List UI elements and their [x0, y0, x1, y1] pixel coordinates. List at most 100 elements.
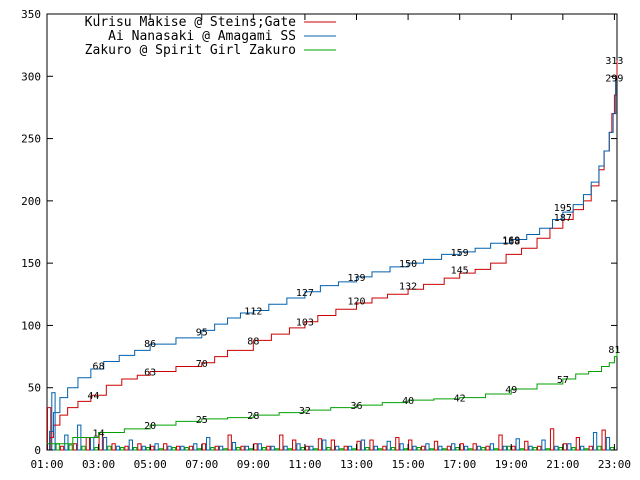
- data-label: 127: [296, 288, 314, 299]
- bar: [438, 445, 443, 451]
- bar: [304, 445, 310, 451]
- bar: [132, 447, 138, 451]
- x-tick-label: 21:00: [546, 458, 579, 471]
- bar: [541, 439, 546, 451]
- bar: [352, 448, 357, 451]
- series-line: [47, 77, 617, 451]
- bar: [489, 443, 495, 451]
- bar: [81, 445, 86, 451]
- bar: [188, 445, 194, 451]
- bar: [171, 447, 176, 451]
- data-label: 44: [87, 391, 99, 402]
- bar: [274, 448, 280, 451]
- data-label: 42: [454, 394, 466, 405]
- bar: [549, 428, 555, 451]
- y-tick-label: 50: [28, 382, 41, 395]
- x-tick-label: 11:00: [288, 458, 321, 471]
- bar: [455, 447, 460, 451]
- bar: [356, 440, 361, 451]
- bar: [463, 445, 469, 451]
- bar: [309, 445, 314, 451]
- bar: [511, 445, 516, 451]
- bar: [128, 439, 133, 451]
- bar: [584, 448, 589, 451]
- bar: [360, 439, 366, 451]
- bar: [163, 443, 168, 451]
- bar: [592, 432, 598, 451]
- bar: [283, 445, 288, 451]
- bar: [506, 445, 512, 451]
- bar: [365, 447, 370, 451]
- bar: [567, 443, 572, 451]
- data-label: 169: [502, 235, 520, 246]
- bar: [588, 445, 593, 451]
- bar: [339, 448, 344, 451]
- bar: [481, 447, 486, 451]
- bar: [408, 439, 413, 451]
- bar: [51, 392, 56, 451]
- data-label: 299: [605, 74, 623, 85]
- data-label: 70: [196, 359, 208, 370]
- data-label: 81: [608, 345, 620, 356]
- bar: [85, 437, 90, 451]
- y-tick-label: 300: [21, 70, 41, 83]
- data-label: 150: [399, 259, 417, 270]
- data-label: 195: [554, 203, 572, 214]
- y-axis: 0 50 100 150 200 250 300 350: [21, 8, 617, 457]
- bar: [253, 443, 258, 451]
- bar: [558, 447, 563, 451]
- y-tick-label: 150: [21, 257, 41, 270]
- bar: [214, 445, 219, 451]
- bar: [227, 434, 232, 451]
- bar: [193, 443, 198, 451]
- bar: [223, 448, 228, 451]
- histogram-bars: [47, 392, 615, 451]
- series-line: [47, 349, 618, 445]
- data-label: 159: [451, 248, 469, 259]
- bar: [369, 439, 374, 451]
- x-tick-label: 01:00: [30, 458, 63, 471]
- data-label: 49: [505, 385, 517, 396]
- bar: [266, 445, 271, 451]
- bar: [141, 445, 146, 451]
- bar: [545, 448, 550, 451]
- data-label: 25: [196, 415, 208, 426]
- data-label: 168: [502, 237, 520, 248]
- bar: [124, 445, 129, 451]
- x-tick-label: 13:00: [340, 458, 373, 471]
- bar: [244, 445, 250, 451]
- bar: [528, 445, 533, 451]
- bar: [236, 447, 241, 451]
- data-label: 28: [247, 411, 259, 422]
- x-tick-label: 09:00: [237, 458, 270, 471]
- data-label: 88: [247, 336, 259, 347]
- bar: [317, 438, 323, 451]
- bar: [279, 434, 284, 451]
- bar: [175, 445, 181, 451]
- bar: [554, 445, 559, 451]
- bar: [257, 443, 262, 451]
- bar: [399, 443, 404, 451]
- bar: [287, 448, 293, 451]
- x-tick-label: 19:00: [495, 458, 528, 471]
- bar: [386, 440, 391, 451]
- bar: [145, 447, 151, 451]
- series-line: [47, 60, 618, 451]
- bar: [296, 443, 301, 451]
- y-tick-label: 0: [34, 444, 41, 457]
- bar: [382, 445, 387, 451]
- bar: [433, 440, 439, 451]
- bar: [532, 447, 538, 451]
- bar: [184, 447, 189, 451]
- bar: [313, 448, 318, 451]
- bar: [373, 445, 378, 451]
- bar: [442, 448, 447, 451]
- bar: [64, 434, 69, 451]
- bar: [494, 448, 499, 451]
- bar: [150, 445, 155, 451]
- bar: [468, 448, 473, 451]
- bar: [347, 445, 353, 451]
- bar: [412, 445, 417, 451]
- bar: [420, 445, 426, 451]
